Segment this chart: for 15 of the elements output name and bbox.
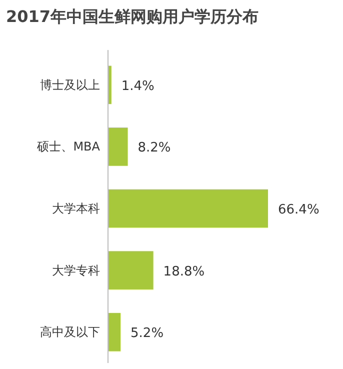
y-tick-label: 大学本科 — [52, 202, 100, 216]
data-label: 66.4% — [278, 202, 320, 218]
bar — [108, 128, 128, 166]
chart-title: 2017年中国生鲜网购用户学历分布 — [6, 7, 259, 26]
bar — [108, 312, 121, 352]
data-label: 5.2% — [130, 326, 164, 342]
y-tick-label: 硕士、MBA — [36, 140, 101, 154]
data-label: 1.4% — [121, 78, 154, 94]
data-label: 8.2% — [138, 140, 171, 156]
y-tick-label: 大学专科 — [52, 263, 100, 278]
y-tick-label: 博士及以上 — [40, 78, 100, 92]
bar — [108, 189, 268, 228]
bar — [108, 251, 154, 290]
y-tick-label: 高中及以下 — [40, 325, 100, 340]
data-label: 18.8% — [163, 264, 205, 280]
